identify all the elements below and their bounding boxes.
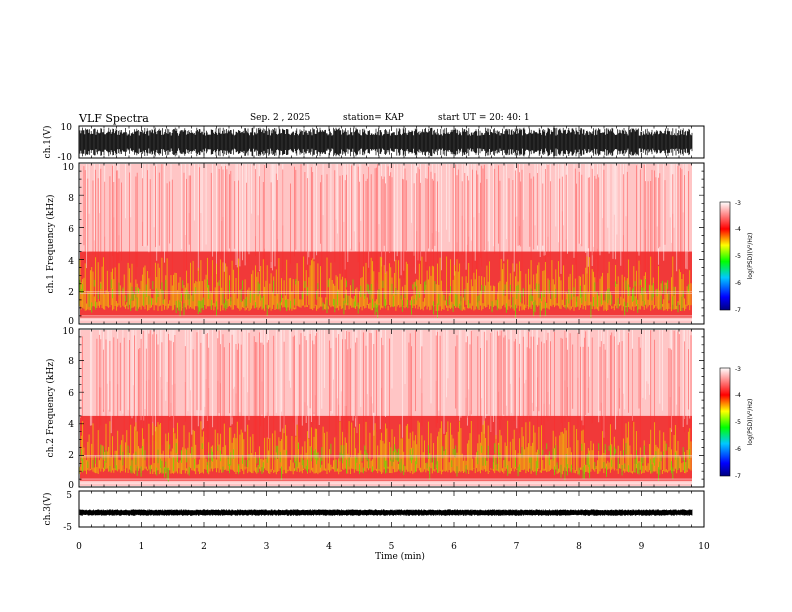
- ch3-waveform-trace: [79, 509, 693, 516]
- cb1-tick-m3: -3: [735, 200, 741, 207]
- cb1-tick-m6: -6: [735, 280, 741, 287]
- xtick-5: 5: [389, 542, 395, 552]
- axis-ticks: [78, 126, 705, 527]
- cb2-tick-m4: -4: [735, 392, 741, 399]
- ch1-spec-ytick-8: 8: [68, 194, 74, 204]
- cb2-tick-m5: -5: [735, 419, 741, 426]
- ch1-spec-ytick-10: 10: [63, 163, 75, 173]
- tick-marks: [78, 126, 705, 527]
- ch2-spec-ytick-4: 4: [68, 420, 74, 430]
- chart-title: VLF Spectra: [79, 112, 149, 125]
- ch3-wave-path: [79, 509, 693, 516]
- ch2-spec-ytick-6: 6: [68, 389, 74, 399]
- ch2-spec-ytick-0: 0: [68, 481, 74, 491]
- ch1-spec-ylabel: ch.1 Frequency (kHz): [45, 195, 56, 294]
- cb2-tick-m6: -6: [735, 446, 741, 453]
- xtick-4: 4: [326, 542, 332, 552]
- xtick-7: 7: [514, 542, 520, 552]
- xtick-3: 3: [264, 542, 270, 552]
- cb2-label: log(PSD)(V²/Hz): [747, 399, 754, 446]
- xtick-1: 1: [139, 542, 145, 552]
- xtick-2: 2: [201, 542, 207, 552]
- ch2-spec-emissions: [82, 330, 692, 456]
- xtick-0: 0: [76, 542, 82, 552]
- ch2-spec-ytick-2: 2: [68, 451, 74, 461]
- ch3-wave-ytick-top: 5: [66, 491, 72, 501]
- ch3-waveform-frame: [78, 490, 705, 528]
- ch1-wave-ylabel: ch.1(V): [42, 126, 53, 159]
- xtick-8: 8: [576, 542, 582, 552]
- ch2-spec-ylabel: ch.2 Frequency (kHz): [45, 359, 56, 458]
- ch1-spec-ytick-0: 0: [68, 317, 74, 327]
- ch2-spec-green-band: [80, 443, 691, 482]
- ch2-spectrogram-image: [79, 330, 692, 486]
- ch3-wave-ytick-bottom: -5: [63, 523, 72, 533]
- xtick-6: 6: [451, 542, 457, 552]
- ch1-waveform-trace: [79, 127, 693, 157]
- date-label: Sep. 2 , 2025: [250, 113, 311, 123]
- ch1-spec-green-band: [79, 279, 689, 318]
- cb2-tick-m7: -7: [735, 473, 741, 480]
- cb1-tick-m7: -7: [735, 307, 741, 314]
- ch2-spec-ytick-8: 8: [68, 357, 74, 367]
- ch1-spectrogram-image: [79, 164, 692, 323]
- ch1-spec-ytick-2: 2: [68, 288, 74, 298]
- cb1-tick-m4: -4: [735, 226, 741, 233]
- ch3-wave-ylabel: ch.3(V): [42, 493, 53, 526]
- xtick-10: 10: [698, 542, 710, 552]
- ch1-spec-ytick-4: 4: [68, 257, 74, 267]
- station-label: station= KAP: [343, 113, 404, 123]
- colorbar-ch1: [719, 201, 731, 311]
- ch1-wave-ytick-bottom: -10: [58, 153, 73, 163]
- cb1-tick-m5: -5: [735, 253, 741, 260]
- ch1-wave-path: [79, 127, 693, 157]
- start-time-label: start UT = 20: 40: 1: [438, 113, 530, 123]
- xtick-9: 9: [639, 542, 645, 552]
- ch1-spec-ytick-6: 6: [68, 225, 74, 235]
- ch2-spec-ytick-10: 10: [63, 327, 75, 337]
- ch1-wave-ytick-top: 10: [61, 123, 73, 133]
- x-axis-label: Time (min): [375, 551, 425, 562]
- cb2-tick-m3: -3: [735, 366, 741, 373]
- cb1-label: log(PSD)(V²/Hz): [747, 233, 754, 280]
- ch1-spec-emissions: [83, 164, 689, 292]
- colorbar-ch2: [719, 367, 731, 477]
